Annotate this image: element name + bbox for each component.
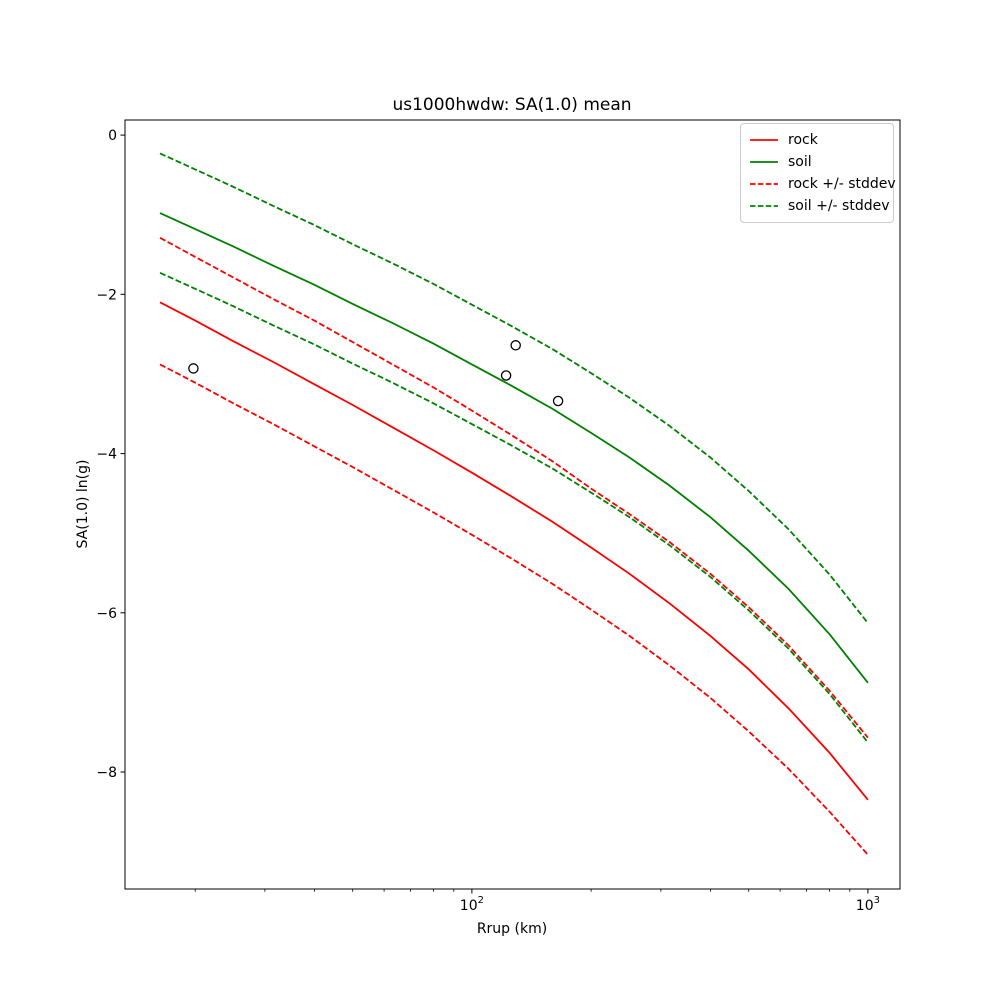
y-tick-label: −8	[96, 765, 117, 781]
series-rock-mean	[159, 301, 869, 801]
legend-label: rock +/- stddev	[788, 176, 896, 192]
observation-point	[188, 363, 199, 374]
series-soil-plus-stddev	[159, 152, 869, 624]
observation-point	[510, 340, 521, 351]
y-axis-label: SA(1.0) ln(g)	[75, 459, 91, 549]
legend-line-sample	[750, 183, 778, 185]
x-axis-label: Rrup (km)	[476, 921, 548, 937]
legend-line-sample	[750, 205, 778, 207]
legend-item-rock-stddev: rock +/- stddev	[749, 173, 896, 195]
series-rock-minus-stddev	[159, 363, 869, 856]
legend-item-rock: rock	[749, 129, 885, 151]
legend-label: soil	[788, 154, 812, 170]
y-tick-label: −6	[96, 606, 117, 622]
series-rock-plus-stddev	[159, 237, 869, 739]
chart-title: us1000hwdw: SA(1.0) mean	[392, 95, 632, 115]
y-tick-label: −4	[96, 447, 117, 463]
x-tick-label: 103	[856, 895, 880, 914]
legend: rock soil rock +/- stddev soil +/- stddev	[740, 123, 896, 223]
series-soil-minus-stddev	[159, 271, 869, 744]
legend-item-soil-stddev: soil +/- stddev	[749, 195, 890, 217]
series-soil-mean	[159, 212, 869, 684]
x-tick-label: 102	[460, 895, 484, 914]
legend-line-sample	[750, 161, 778, 163]
y-tick-label: 0	[108, 128, 117, 144]
legend-line-sample	[750, 139, 778, 141]
y-tick-label: −2	[96, 287, 117, 303]
legend-item-soil: soil	[749, 151, 885, 173]
axes-frame	[124, 119, 901, 890]
legend-label: soil +/- stddev	[788, 198, 890, 214]
legend-label: rock	[788, 132, 818, 148]
observation-point	[500, 370, 512, 381]
observation-point	[552, 395, 564, 407]
